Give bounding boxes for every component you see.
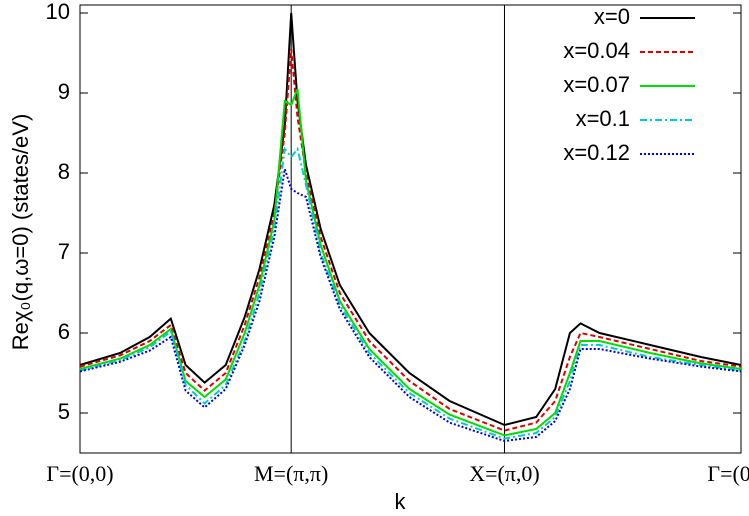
y-tick-label: 8 (58, 159, 70, 184)
y-tick-label: 5 (58, 399, 70, 424)
y-axis-label: Reχ₀(q,ω=0) (states/eV) (8, 114, 33, 351)
legend-label: x=0.12 (563, 140, 630, 165)
legend-label: x=0.1 (576, 106, 630, 131)
legend-label: x=0.07 (563, 72, 630, 97)
x-tick-label: X=(π,0) (469, 461, 540, 486)
series-line (79, 168, 742, 443)
series-line (79, 12, 742, 427)
plot-frame (79, 4, 742, 454)
legend-label: x=0 (594, 4, 630, 29)
y-tick-label: 6 (58, 319, 70, 344)
x-tick-label: M=(π,π) (254, 461, 328, 486)
x-tick-label: Γ=(0,0) (46, 461, 113, 486)
series-line (79, 146, 742, 440)
y-tick-label: 10 (46, 0, 70, 24)
legend-label: x=0.04 (563, 38, 630, 63)
series-line (79, 48, 742, 432)
series-line (79, 88, 742, 437)
x-axis-label: k (395, 489, 407, 514)
y-tick-label: 7 (58, 239, 70, 264)
y-tick-label: 9 (58, 79, 70, 104)
x-tick-label: Γ=(0,0) (707, 461, 749, 486)
